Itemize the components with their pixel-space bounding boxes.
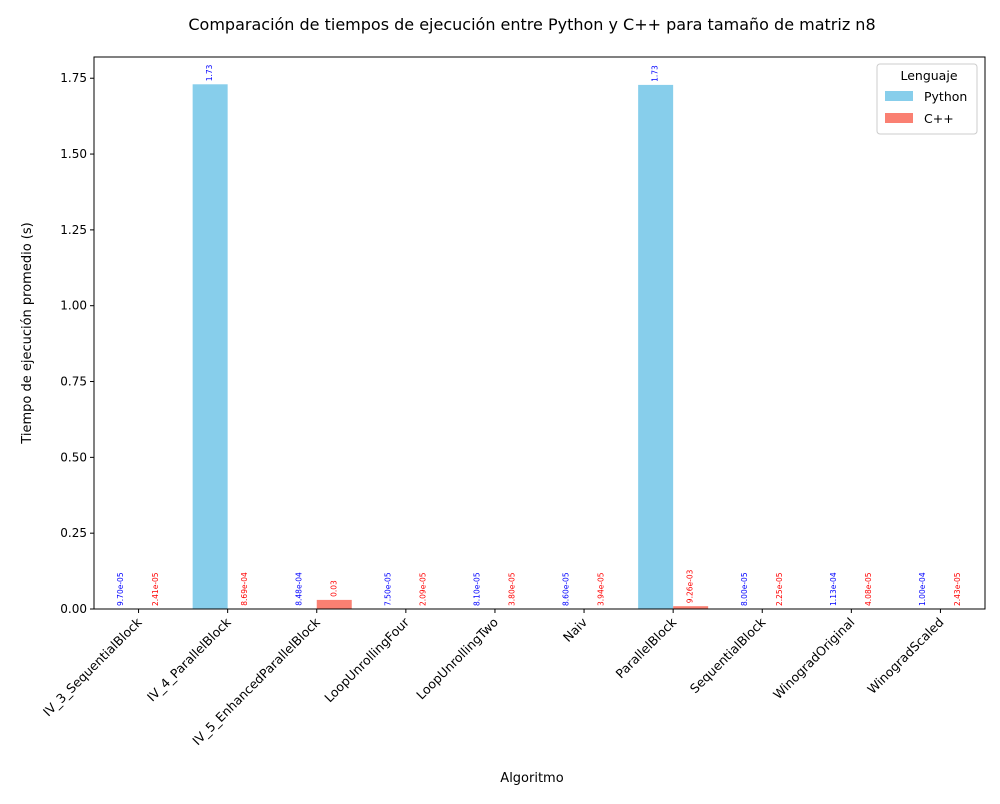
- bar-value-label: 8.48e-04: [294, 572, 303, 606]
- legend-swatch-python: [885, 91, 913, 101]
- x-tick-label: LoopUnrollingFour: [321, 614, 412, 705]
- bar-value-label: 9.70e-05: [116, 572, 125, 606]
- bars-layer: [104, 84, 976, 609]
- x-tick-label: WinogradScaled: [864, 615, 946, 697]
- y-tick-label: 0.00: [60, 602, 87, 616]
- bar-value-label: 2.43e-05: [953, 572, 962, 606]
- y-tick-label: 1.25: [60, 223, 87, 237]
- chart-title: Comparación de tiempos de ejecución entr…: [188, 15, 875, 34]
- x-axis-label: Algoritmo: [500, 771, 563, 786]
- bar-value-label: 8.69e-04: [240, 572, 249, 606]
- bar-value-label: 2.41e-05: [151, 572, 160, 606]
- bar-labels-layer: 9.70e-05 2.41e-05 1.73 8.69e-04 8.48e-04 0.03…: [116, 64, 962, 606]
- x-tick-label: IV_3_SequentialBlock: [40, 614, 145, 719]
- bar-value-label: 7.50e-05: [383, 572, 392, 606]
- x-tick-label: WinogradOriginal: [770, 615, 857, 702]
- bar-value-label: 2.25e-05: [775, 572, 784, 606]
- y-axis-label: Tiempo de ejecución promedio (s): [20, 222, 35, 444]
- bar-python: [638, 85, 673, 609]
- bar-value-label: 8.00e-05: [740, 572, 749, 606]
- y-axis: 0.00 0.25 0.50 0.75 1.00 1.25 1.50 1.75: [60, 71, 94, 616]
- x-tick-label: LoopUnrollingTwo: [413, 615, 501, 703]
- bar-value-label: 2.09e-05: [418, 572, 427, 606]
- bar-value-label: 9.26e-03: [686, 569, 695, 603]
- bar-value-label: 1.00e-04: [918, 572, 927, 606]
- legend-label-cpp: C++: [924, 111, 954, 126]
- bar-value-label: 1.13e-04: [829, 572, 838, 606]
- bar-python: [193, 84, 228, 609]
- bar-value-label: 3.80e-05: [507, 572, 516, 606]
- y-tick-label: 0.50: [60, 450, 87, 464]
- y-tick-label: 0.75: [60, 375, 87, 389]
- bar-value-label: 4.08e-05: [864, 572, 873, 606]
- x-tick-label: ParallelBlock: [613, 614, 680, 681]
- legend-label-python: Python: [924, 89, 967, 104]
- legend-title: Lenguaje: [900, 68, 957, 83]
- bar-value-label: 8.60e-05: [562, 572, 571, 606]
- y-tick-label: 1.50: [60, 147, 87, 161]
- legend-swatch-cpp: [885, 113, 913, 123]
- y-tick-label: 1.75: [60, 71, 87, 85]
- y-tick-label: 1.00: [60, 299, 87, 313]
- x-tick-label: IV_4_ParallelBlock: [144, 614, 234, 704]
- legend: Lenguaje Python C++: [877, 64, 977, 134]
- bar-value-label: 8.10e-05: [472, 572, 481, 606]
- bar-value-label: 1.73: [651, 65, 660, 82]
- bar-value-label: 1.73: [205, 64, 214, 81]
- bar-value-label: 3.94e-05: [597, 572, 606, 606]
- y-tick-label: 0.25: [60, 526, 87, 540]
- bar-cpp: [317, 600, 352, 609]
- bar-value-label: 0.03: [329, 580, 338, 597]
- x-tick-label: Naiv: [560, 614, 591, 645]
- x-tick-label: SequentialBlock: [687, 614, 769, 696]
